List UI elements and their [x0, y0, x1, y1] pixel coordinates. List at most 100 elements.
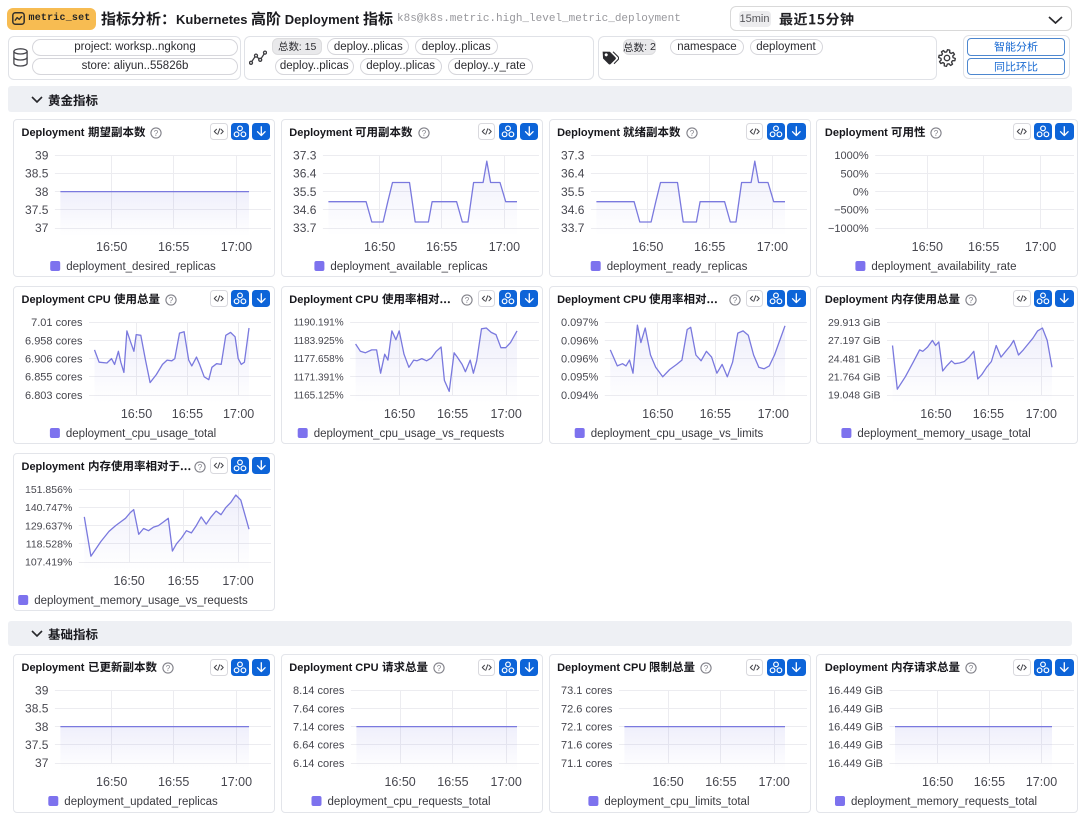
- svg-text:37.3: 37.3: [293, 148, 317, 162]
- svg-text:16:55: 16:55: [437, 407, 468, 421]
- svg-text:16:55: 16:55: [158, 775, 189, 789]
- svg-text:72.1 cores: 72.1 cores: [561, 722, 613, 734]
- svg-text:6.803 cores: 6.803 cores: [25, 389, 83, 401]
- svg-text:29.913 GiB: 29.913 GiB: [828, 316, 881, 328]
- svg-text:38.5: 38.5: [25, 166, 49, 180]
- svg-text:1177.658%: 1177.658%: [294, 354, 344, 365]
- svg-text:deployment_cpu_usage_total: deployment_cpu_usage_total: [66, 428, 216, 440]
- svg-text:35.5: 35.5: [561, 184, 585, 198]
- svg-text:73.1 cores: 73.1 cores: [561, 685, 613, 697]
- svg-text:16:50: 16:50: [921, 407, 952, 421]
- svg-text:19.048 GiB: 19.048 GiB: [828, 389, 881, 401]
- svg-text:16:50: 16:50: [384, 775, 415, 789]
- svg-text:deployment_cpu_usage_vs_reques: deployment_cpu_usage_vs_requests: [313, 428, 504, 440]
- svg-text:?: ?: [969, 664, 974, 673]
- svg-text:33.7: 33.7: [293, 221, 317, 235]
- svg-text:17:00: 17:00: [221, 775, 252, 789]
- svg-text:16:55: 16:55: [974, 775, 1005, 789]
- svg-text:72.6 cores: 72.6 cores: [561, 704, 613, 716]
- svg-text:?: ?: [154, 128, 159, 137]
- svg-text:38: 38: [35, 720, 49, 734]
- svg-text:7.64 cores: 7.64 cores: [293, 704, 345, 716]
- svg-text:17:00: 17:00: [221, 240, 252, 254]
- svg-text:−1000%: −1000%: [828, 222, 869, 234]
- svg-text:7.01 cores: 7.01 cores: [31, 317, 83, 329]
- svg-text:1165.125%: 1165.125%: [294, 390, 344, 401]
- svg-text:36.4: 36.4: [561, 166, 585, 180]
- svg-text:118.528%: 118.528%: [26, 538, 73, 550]
- svg-text:38.5: 38.5: [25, 702, 49, 716]
- svg-text:37.5: 37.5: [25, 738, 49, 752]
- svg-text:6.14 cores: 6.14 cores: [293, 758, 345, 770]
- svg-text:16:55: 16:55: [158, 240, 189, 254]
- svg-text:0.094%: 0.094%: [561, 389, 599, 401]
- svg-text:17:00: 17:00: [223, 407, 254, 421]
- svg-text:0%: 0%: [853, 186, 869, 198]
- svg-text:?: ?: [704, 664, 709, 673]
- svg-text:6.958 cores: 6.958 cores: [25, 335, 83, 347]
- svg-text:38: 38: [35, 184, 49, 198]
- svg-text:16:55: 16:55: [694, 240, 725, 254]
- svg-text:1000%: 1000%: [835, 150, 869, 162]
- svg-text:16:50: 16:50: [113, 574, 144, 588]
- svg-text:17:00: 17:00: [757, 407, 788, 421]
- svg-text:6.64 cores: 6.64 cores: [293, 740, 345, 752]
- svg-text:35.5: 35.5: [293, 184, 317, 198]
- svg-text:500%: 500%: [841, 168, 869, 180]
- svg-text:16.449 GiB: 16.449 GiB: [828, 704, 883, 716]
- svg-text:16:55: 16:55: [426, 240, 457, 254]
- svg-text:8.14 cores: 8.14 cores: [293, 685, 345, 697]
- svg-text:39: 39: [35, 684, 49, 698]
- svg-text:?: ?: [197, 462, 202, 471]
- svg-text:0.097%: 0.097%: [561, 317, 599, 329]
- svg-text:?: ?: [165, 664, 170, 673]
- svg-text:16:55: 16:55: [705, 775, 736, 789]
- svg-text:17:00: 17:00: [756, 240, 787, 254]
- svg-text:?: ?: [969, 295, 974, 304]
- svg-text:?: ?: [934, 128, 939, 137]
- svg-text:16:50: 16:50: [632, 240, 663, 254]
- svg-text:17:00: 17:00: [490, 407, 521, 421]
- svg-text:deployment_cpu_requests_total: deployment_cpu_requests_total: [327, 796, 490, 808]
- svg-text:deployment_availability_rate: deployment_availability_rate: [872, 261, 1017, 273]
- svg-text:17:00: 17:00: [1026, 407, 1057, 421]
- svg-text:34.6: 34.6: [293, 203, 317, 217]
- svg-text:17:00: 17:00: [489, 240, 520, 254]
- svg-text:deployment_desired_replicas: deployment_desired_replicas: [66, 261, 216, 273]
- svg-text:16.449 GiB: 16.449 GiB: [828, 685, 883, 697]
- svg-text:?: ?: [733, 295, 738, 304]
- svg-text:107.419%: 107.419%: [25, 556, 72, 568]
- svg-text:129.637%: 129.637%: [25, 520, 72, 532]
- svg-text:6.855 cores: 6.855 cores: [25, 371, 83, 383]
- svg-text:0.095%: 0.095%: [561, 371, 599, 383]
- svg-text:16:55: 16:55: [437, 775, 468, 789]
- svg-text:0.096%: 0.096%: [561, 353, 599, 365]
- svg-text:deployment_available_replicas: deployment_available_replicas: [330, 261, 488, 273]
- svg-text:1183.925%: 1183.925%: [294, 335, 344, 346]
- svg-text:16:55: 16:55: [968, 240, 999, 254]
- svg-text:deployment_updated_replicas: deployment_updated_replicas: [64, 796, 218, 808]
- svg-text:17:00: 17:00: [1026, 775, 1057, 789]
- svg-text:?: ?: [465, 295, 470, 304]
- svg-text:16:50: 16:50: [96, 240, 127, 254]
- svg-text:17:00: 17:00: [1025, 240, 1056, 254]
- svg-text:34.6: 34.6: [561, 203, 585, 217]
- svg-text:deployment_memory_requests_tot: deployment_memory_requests_total: [851, 796, 1037, 808]
- svg-text:21.764 GiB: 21.764 GiB: [828, 371, 881, 383]
- svg-text:17:00: 17:00: [758, 775, 789, 789]
- svg-text:16:50: 16:50: [96, 775, 127, 789]
- svg-text:deployment_cpu_usage_vs_limits: deployment_cpu_usage_vs_limits: [590, 428, 763, 440]
- svg-text:36.4: 36.4: [293, 166, 317, 180]
- svg-text:16:50: 16:50: [912, 240, 943, 254]
- svg-text:16:55: 16:55: [172, 407, 203, 421]
- svg-text:17:00: 17:00: [222, 574, 253, 588]
- svg-text:deployment_memory_usage_vs_req: deployment_memory_usage_vs_requests: [34, 595, 248, 607]
- svg-text:?: ?: [422, 128, 427, 137]
- svg-text:?: ?: [169, 295, 174, 304]
- svg-text:16:50: 16:50: [922, 775, 953, 789]
- svg-text:37.5: 37.5: [25, 203, 49, 217]
- svg-text:24.481 GiB: 24.481 GiB: [828, 353, 881, 365]
- svg-text:1190.191%: 1190.191%: [294, 317, 344, 328]
- svg-text:16:50: 16:50: [121, 407, 152, 421]
- svg-text:16:55: 16:55: [168, 574, 199, 588]
